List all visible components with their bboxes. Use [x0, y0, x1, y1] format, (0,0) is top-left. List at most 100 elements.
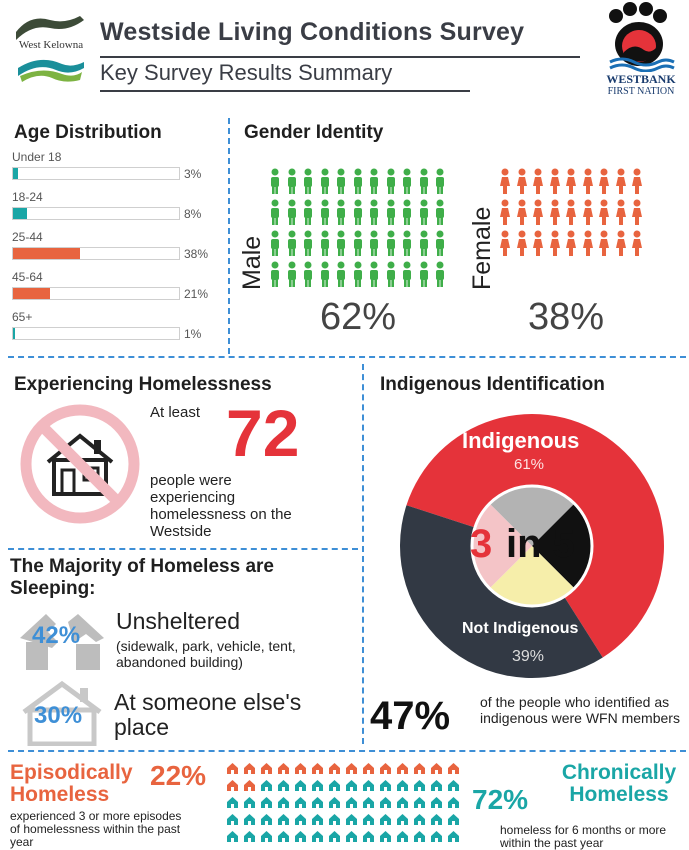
house-icon: [447, 779, 460, 792]
female-person-icon: [614, 168, 628, 194]
male-person-icon: [433, 199, 447, 225]
house-icon: [311, 796, 324, 809]
house-icon: [226, 779, 239, 792]
indigenous-slice: [406, 413, 664, 658]
male-person-icon: [268, 168, 282, 194]
female-person-icon: [564, 230, 578, 256]
female-person-icon: [581, 199, 595, 225]
female-person-icon: [531, 168, 545, 194]
male-person-icon: [318, 261, 332, 287]
male-person-icon: [433, 230, 447, 256]
female-person-icon: [515, 199, 529, 225]
house-icon: [430, 813, 443, 826]
indigenous-donut: [398, 412, 666, 680]
house-icon: [362, 762, 375, 775]
male-person-icon: [384, 199, 398, 225]
female-person-icon: [564, 199, 578, 225]
house-icon: [243, 813, 256, 826]
age-bar-track: [12, 247, 180, 260]
male-person-icon: [285, 230, 299, 256]
subtitle-rule: [100, 90, 470, 92]
male-person-icon: [301, 168, 315, 194]
male-person-icon: [334, 168, 348, 194]
house-outline-icon: [18, 680, 106, 747]
male-label: Male: [238, 235, 266, 290]
house-icon: [260, 830, 273, 843]
female-person-icon: [498, 230, 512, 256]
male-icon-grid: [268, 168, 468, 288]
medicine-wheel-quadrant: [489, 546, 575, 607]
house-icon: [260, 779, 273, 792]
age-bar-track: [12, 207, 180, 220]
female-person-icon: [630, 168, 644, 194]
page-subtitle: Key Survey Results Summary: [100, 60, 393, 85]
male-person-icon: [334, 199, 348, 225]
indigenous-percent: 61%: [514, 456, 545, 473]
male-person-icon: [268, 261, 282, 287]
house-icon: [345, 762, 358, 775]
male-person-icon: [351, 168, 365, 194]
house-icon: [379, 830, 392, 843]
wfn-desc: of the people who identified as indigeno…: [480, 694, 680, 726]
house-icon: [226, 762, 239, 775]
house-icon: [345, 779, 358, 792]
male-person-icon: [351, 230, 365, 256]
female-person-icon: [564, 168, 578, 194]
at-least-text: At least: [150, 404, 201, 421]
male-person-icon: [367, 168, 381, 194]
house-icon: [447, 830, 460, 843]
house-icon: [362, 830, 375, 843]
wfn-logo-line2: FIRST NATION: [607, 86, 675, 97]
house-icon: [226, 830, 239, 843]
male-person-icon: [367, 261, 381, 287]
male-person-icon: [384, 168, 398, 194]
homeless-count: 72: [226, 396, 300, 470]
house-icon: [413, 813, 426, 826]
center-text: in 5: [506, 522, 575, 566]
age-bar: [13, 208, 28, 219]
male-person-icon: [400, 230, 414, 256]
west-kelowna-logo-icon: [16, 16, 84, 82]
house-icon: [277, 779, 290, 792]
medicine-wheel-quadrant: [471, 503, 532, 589]
house-icon: [294, 813, 307, 826]
homelessness-title: Experiencing Homelessness: [14, 374, 272, 395]
wfn-logo-line1: WESTBANK: [606, 72, 676, 86]
house-icon: [413, 796, 426, 809]
female-person-icon: [614, 199, 628, 225]
unsheltered-label: Unsheltered: [116, 608, 241, 634]
male-person-icon: [301, 261, 315, 287]
not-indigenous-percent: 39%: [512, 648, 545, 665]
medicine-wheel-quadrant: [489, 485, 575, 546]
male-person-icon: [351, 261, 365, 287]
male-person-icon: [384, 261, 398, 287]
house-icon: [362, 796, 375, 809]
age-bar-value: 38%: [184, 247, 209, 261]
house-icon: [413, 762, 426, 775]
episodic-desc: experienced 3 or more episodes of homele…: [10, 809, 182, 849]
wfn-logo: WESTBANK FIRST NATION: [600, 2, 682, 100]
house-icon: [430, 796, 443, 809]
age-bar-track: [12, 327, 180, 340]
house-icon: [413, 779, 426, 792]
house-icon: [260, 796, 273, 809]
house-icon: [277, 813, 290, 826]
house-icon: [430, 779, 443, 792]
age-bar-value: 8%: [184, 207, 202, 221]
male-person-icon: [400, 168, 414, 194]
divider-row1: [8, 356, 686, 358]
episodic-title: Episodically Homeless: [10, 761, 133, 806]
female-person-icon: [548, 168, 562, 194]
house-icon: [260, 813, 273, 826]
house-icon: [379, 813, 392, 826]
age-bar-value: 21%: [184, 287, 209, 301]
house-icon: [379, 762, 392, 775]
west-kelowna-logo: West Kelowna: [10, 10, 90, 90]
house-icon: [362, 779, 375, 792]
age-label: Under 18: [12, 150, 62, 164]
chronic-percent: 72%: [472, 784, 529, 815]
house-icon: [311, 762, 324, 775]
house-icon: [396, 779, 409, 792]
house-icon: [328, 796, 341, 809]
male-person-icon: [433, 168, 447, 194]
